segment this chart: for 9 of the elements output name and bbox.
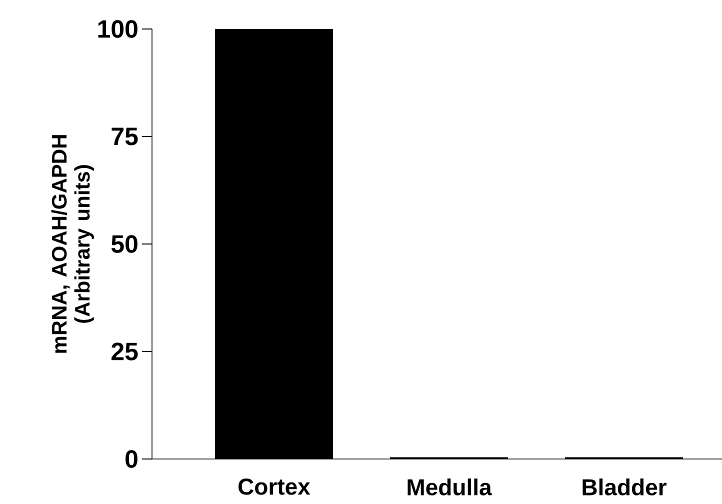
x-tick-label: Bladder [582, 478, 666, 496]
x-tick-label: Cortex [238, 478, 310, 495]
y-tick-label: 100 [98, 20, 138, 38]
y-axis-title: mRNA, AOAH/GAPDH (Arbitrary units) [51, 135, 94, 353]
y-tick-label: 0 [126, 450, 138, 468]
x-tick-label: Medulla [408, 478, 492, 496]
y-tick-label: 25 [112, 342, 138, 360]
y-tick-label: 75 [112, 128, 138, 146]
y-tick-label: 50 [111, 235, 138, 253]
